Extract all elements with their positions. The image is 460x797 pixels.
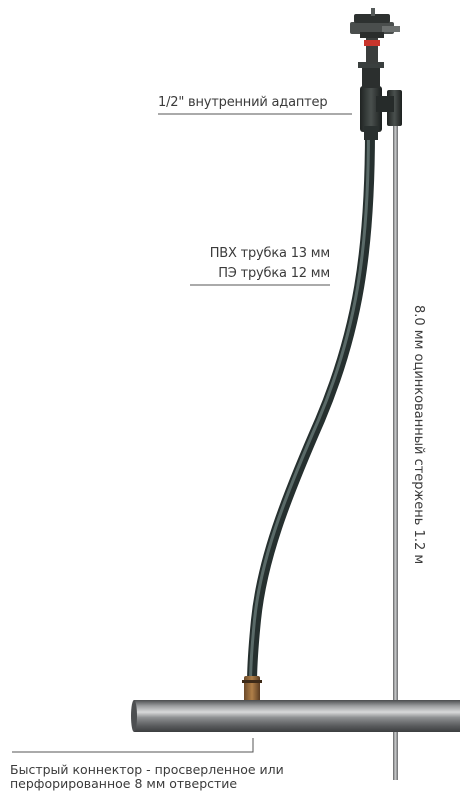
quick-connector (242, 676, 262, 704)
connector-label-line-1: Быстрый коннектор - просверленное или (10, 762, 284, 777)
connector-leader (12, 738, 254, 753)
adapter-label: 1/2" внутренний адаптер (158, 95, 328, 110)
main-pipe (131, 700, 460, 732)
connector-label-line-2: перфорированное 8 мм отверстие (10, 776, 238, 791)
galvanized-rod (387, 90, 402, 780)
galvanized-rod-lower (393, 732, 398, 780)
flexible-tube (247, 125, 375, 689)
rod-label: 8.0 мм оцинкованный стержень 1.2 м (411, 305, 426, 565)
pvc-tube-label: ПВХ трубка 13 мм (209, 246, 331, 261)
connector-label: Быстрый коннектор - просверленное или пе… (10, 763, 284, 791)
pe-tube-label: ПЭ трубка 12 мм (218, 266, 330, 281)
sprinkler-head (350, 8, 400, 64)
adapter (358, 62, 394, 140)
